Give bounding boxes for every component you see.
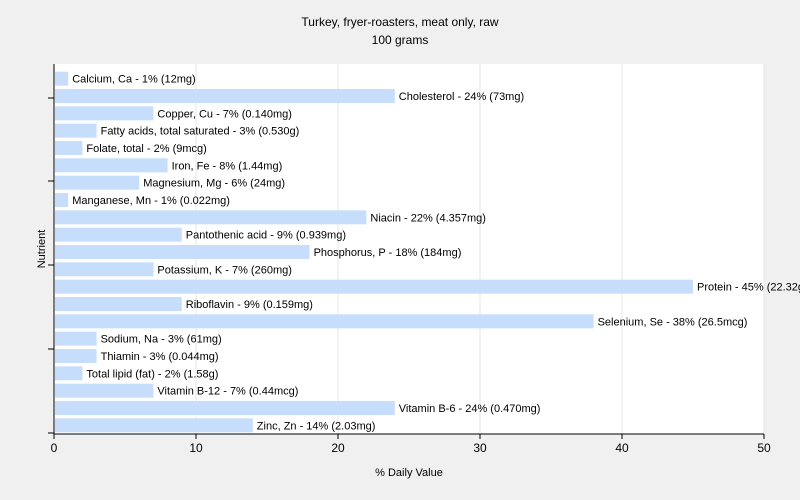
x-tick-label: 40 <box>615 441 629 455</box>
bar <box>55 366 83 381</box>
bar <box>55 262 154 277</box>
bar <box>55 158 168 173</box>
bar <box>55 297 182 311</box>
bar-label: Pantothenic acid - 9% (0.939mg) <box>186 230 346 242</box>
bar <box>55 175 140 190</box>
bar-label: Phosphorus, P - 18% (184mg) <box>314 247 462 259</box>
bar-label: Thiamin - 3% (0.044mg) <box>101 351 219 363</box>
bar-label: Selenium, Se - 38% (26.5mcg) <box>598 316 748 328</box>
bar-label: Magnesium, Mg - 6% (24mg) <box>143 178 285 190</box>
bar <box>55 279 693 294</box>
bar <box>55 227 182 242</box>
bar <box>55 331 97 346</box>
bar <box>55 89 395 103</box>
bar <box>55 245 310 259</box>
bar-label: Copper, Cu - 7% (0.140mg) <box>157 108 292 120</box>
bar-label: Total lipid (fat) - 2% (1.58g) <box>86 368 218 380</box>
bar <box>55 314 594 329</box>
axes: 0 10 20 30 40 50 <box>48 64 771 455</box>
bar <box>55 401 395 415</box>
bar-label: Protein - 45% (22.32g) <box>697 282 800 294</box>
bar <box>55 193 69 207</box>
bar-label: Calcium, Ca - 1% (12mg) <box>72 74 195 86</box>
bar-label: Vitamin B-6 - 24% (0.470mg) <box>399 403 541 415</box>
bar-label: Niacin - 22% (4.357mg) <box>370 212 486 224</box>
bar <box>55 418 253 433</box>
bar-label: Manganese, Mn - 1% (0.022mg) <box>72 195 230 207</box>
bar-label: Vitamin B-12 - 7% (0.44mcg) <box>157 386 298 398</box>
bar-label: Zinc, Zn - 14% (2.03mg) <box>257 420 376 432</box>
chart-title: Turkey, fryer-roasters, meat only, raw <box>301 15 499 29</box>
x-tick-label: 10 <box>189 441 203 455</box>
bar <box>55 123 97 138</box>
bar-label: Potassium, K - 7% (260mg) <box>157 264 292 276</box>
chart-subtitle: 100 grams <box>371 33 429 47</box>
bar <box>55 71 69 86</box>
bar <box>55 106 154 121</box>
bar-label: Folate, total - 2% (9mcg) <box>86 143 206 155</box>
bar <box>55 349 97 363</box>
bar <box>55 210 367 225</box>
bar-label: Sodium, Na - 3% (61mg) <box>101 334 222 346</box>
bar-label: Cholesterol - 24% (73mg) <box>399 91 524 103</box>
y-axis-title: Nutrient <box>36 230 48 269</box>
bar-label: Iron, Fe - 8% (1.44mg) <box>172 160 283 172</box>
gridlines <box>195 64 765 434</box>
x-axis-title: % Daily Value <box>375 467 443 479</box>
x-tick-label: 50 <box>757 441 771 455</box>
x-tick-label: 30 <box>473 441 487 455</box>
x-tick-label: 0 <box>51 441 58 455</box>
bar <box>55 383 154 398</box>
bar-label: Fatty acids, total saturated - 3% (0.530… <box>101 126 300 138</box>
x-tick-label: 20 <box>331 441 345 455</box>
bars: Calcium, Ca - 1% (12mg) Cholesterol - 24%… <box>55 71 800 433</box>
bar-label: Riboflavin - 9% (0.159mg) <box>186 299 313 311</box>
bar <box>55 141 83 155</box>
